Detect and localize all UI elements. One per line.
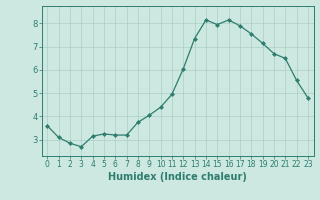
- X-axis label: Humidex (Indice chaleur): Humidex (Indice chaleur): [108, 172, 247, 182]
